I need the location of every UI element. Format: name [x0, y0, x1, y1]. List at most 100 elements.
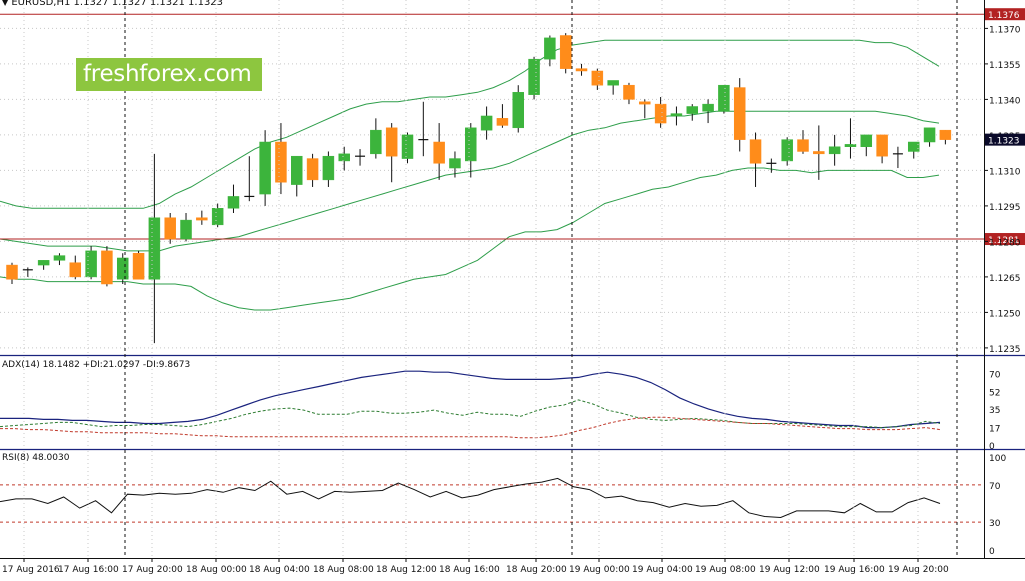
- rsi-tick-label: 70: [989, 482, 1001, 492]
- rsi-panel: 100 70 30 0: [0, 454, 1006, 557]
- adx-tick-label: 35: [989, 406, 1000, 416]
- candle-body: [480, 115, 493, 131]
- adx-tick-label: 17: [989, 425, 1000, 435]
- adx-tick-label: 0: [989, 442, 995, 452]
- candle-body: [702, 103, 714, 112]
- adx-panel: 70 52 35 17 0: [0, 370, 1001, 452]
- price-tick-label: 1.1370: [989, 25, 1021, 35]
- candle-body: [670, 113, 683, 117]
- adx-series-di-line: [0, 399, 941, 429]
- rsi-tick-label: 0: [989, 547, 995, 557]
- candle-body: [512, 92, 524, 129]
- candle-body: [813, 151, 825, 155]
- bollinger-lower-line: [0, 167, 940, 311]
- watermark-text: freshforex.com: [83, 61, 252, 87]
- candle-body: [828, 146, 841, 155]
- candle-body: [433, 141, 445, 164]
- price-tick-label: 1.1235: [989, 345, 1021, 355]
- candle-body: [37, 260, 50, 266]
- rsi-tick-label: 30: [989, 519, 1001, 529]
- candle-body: [686, 106, 699, 114]
- time-tick-label: 19 Aug 00:00: [569, 565, 630, 575]
- candle-body: [6, 264, 18, 280]
- watermark-logo: freshforex.com: [76, 58, 262, 91]
- last-price-tag: [985, 133, 1025, 146]
- price-level-label: 1.1376: [988, 11, 1020, 21]
- adx-series-adx-line: [0, 370, 941, 429]
- candle-body: [559, 35, 572, 69]
- candle-body: [259, 141, 271, 195]
- candle-body: [132, 252, 145, 280]
- candle-body: [338, 153, 350, 162]
- time-tick-label: 18 Aug 04:00: [249, 565, 310, 575]
- candle-body: [227, 196, 240, 209]
- time-tick-label: 18 Aug 20:00: [506, 565, 567, 575]
- time-tick-label: 19 Aug 16:00: [824, 565, 885, 575]
- adx-tick-label: 52: [989, 389, 1000, 399]
- time-tick-label: 19 Aug 20:00: [888, 565, 949, 575]
- time-tick-label: 17 Aug 20:00: [122, 565, 183, 575]
- candle-body: [781, 139, 793, 162]
- candle-body: [164, 217, 176, 240]
- time-tick-label: 18 Aug 16:00: [439, 565, 500, 575]
- candle-body: [591, 70, 604, 86]
- candle-body: [623, 84, 635, 100]
- rsi-panel-title: RSI(8) 48.0030: [2, 453, 70, 463]
- candle-body: [639, 101, 651, 105]
- time-tick-label: 19 Aug 12:00: [759, 565, 820, 575]
- candle-body: [797, 139, 809, 152]
- candle-body: [85, 250, 97, 278]
- time-tick-label: 18 Aug 00:00: [186, 565, 247, 575]
- price-tick-label: 1.1355: [989, 61, 1021, 71]
- price-panel: 1.13761.12811.13701.13551.13401.13251.13…: [0, 8, 1025, 355]
- candle-body: [654, 103, 667, 124]
- chart-title-text: EURUSD,H1 1.1327 1.1327 1.1321 1.1323: [11, 0, 224, 8]
- price-tick-label: 1.1265: [989, 274, 1021, 284]
- last-price-label: 1.1323: [988, 137, 1020, 147]
- candle-body: [116, 257, 129, 280]
- candle-body: [211, 208, 224, 226]
- candle-body: [844, 144, 857, 147]
- candle-body: [718, 84, 730, 112]
- price-tick-label: 1.1310: [989, 167, 1021, 177]
- candle-body: [306, 158, 319, 181]
- candle-body: [370, 129, 382, 155]
- candle-body: [275, 141, 287, 183]
- adx-series-di-line: [0, 416, 941, 439]
- candle-body: [749, 139, 762, 164]
- candle-body: [496, 118, 509, 126]
- candle-body: [575, 68, 588, 72]
- candle-body: [322, 155, 335, 181]
- candle-body: [148, 217, 161, 280]
- candle-body: [291, 155, 303, 185]
- price-tick-label: 1.1250: [989, 309, 1021, 319]
- candle-body: [607, 80, 619, 86]
- rsi-tick-label: 100: [989, 454, 1006, 464]
- candle-body: [544, 37, 556, 60]
- time-tick-label: 18 Aug 12:00: [376, 565, 437, 575]
- candle-body: [53, 255, 66, 261]
- time-tick-label: 18 Aug 08:00: [313, 565, 374, 575]
- time-tick-label: 19 Aug 04:00: [632, 565, 693, 575]
- price-tick-label: 1.1295: [989, 203, 1021, 213]
- candle-body: [528, 58, 540, 95]
- candle-body: [465, 127, 477, 162]
- bollinger-upper-line: [0, 39, 940, 209]
- dropdown-triangle-icon[interactable]: ▼: [2, 0, 9, 7]
- adx-tick-label: 70: [989, 370, 1001, 380]
- candle-body: [907, 141, 920, 152]
- rsi-line: [0, 477, 941, 519]
- candle-body: [923, 127, 936, 143]
- chart-title: ▼ EURUSD,H1 1.1327 1.1327 1.1321 1.1323: [2, 0, 223, 8]
- price-tick-label: 1.1340: [989, 96, 1021, 106]
- candle-body: [860, 134, 873, 147]
- candle-body: [180, 219, 192, 240]
- price-level-tag: [985, 8, 1025, 21]
- candle-body: [101, 250, 113, 285]
- candle-body: [196, 217, 208, 221]
- candle-body: [401, 134, 414, 159]
- candle-body: [449, 158, 461, 169]
